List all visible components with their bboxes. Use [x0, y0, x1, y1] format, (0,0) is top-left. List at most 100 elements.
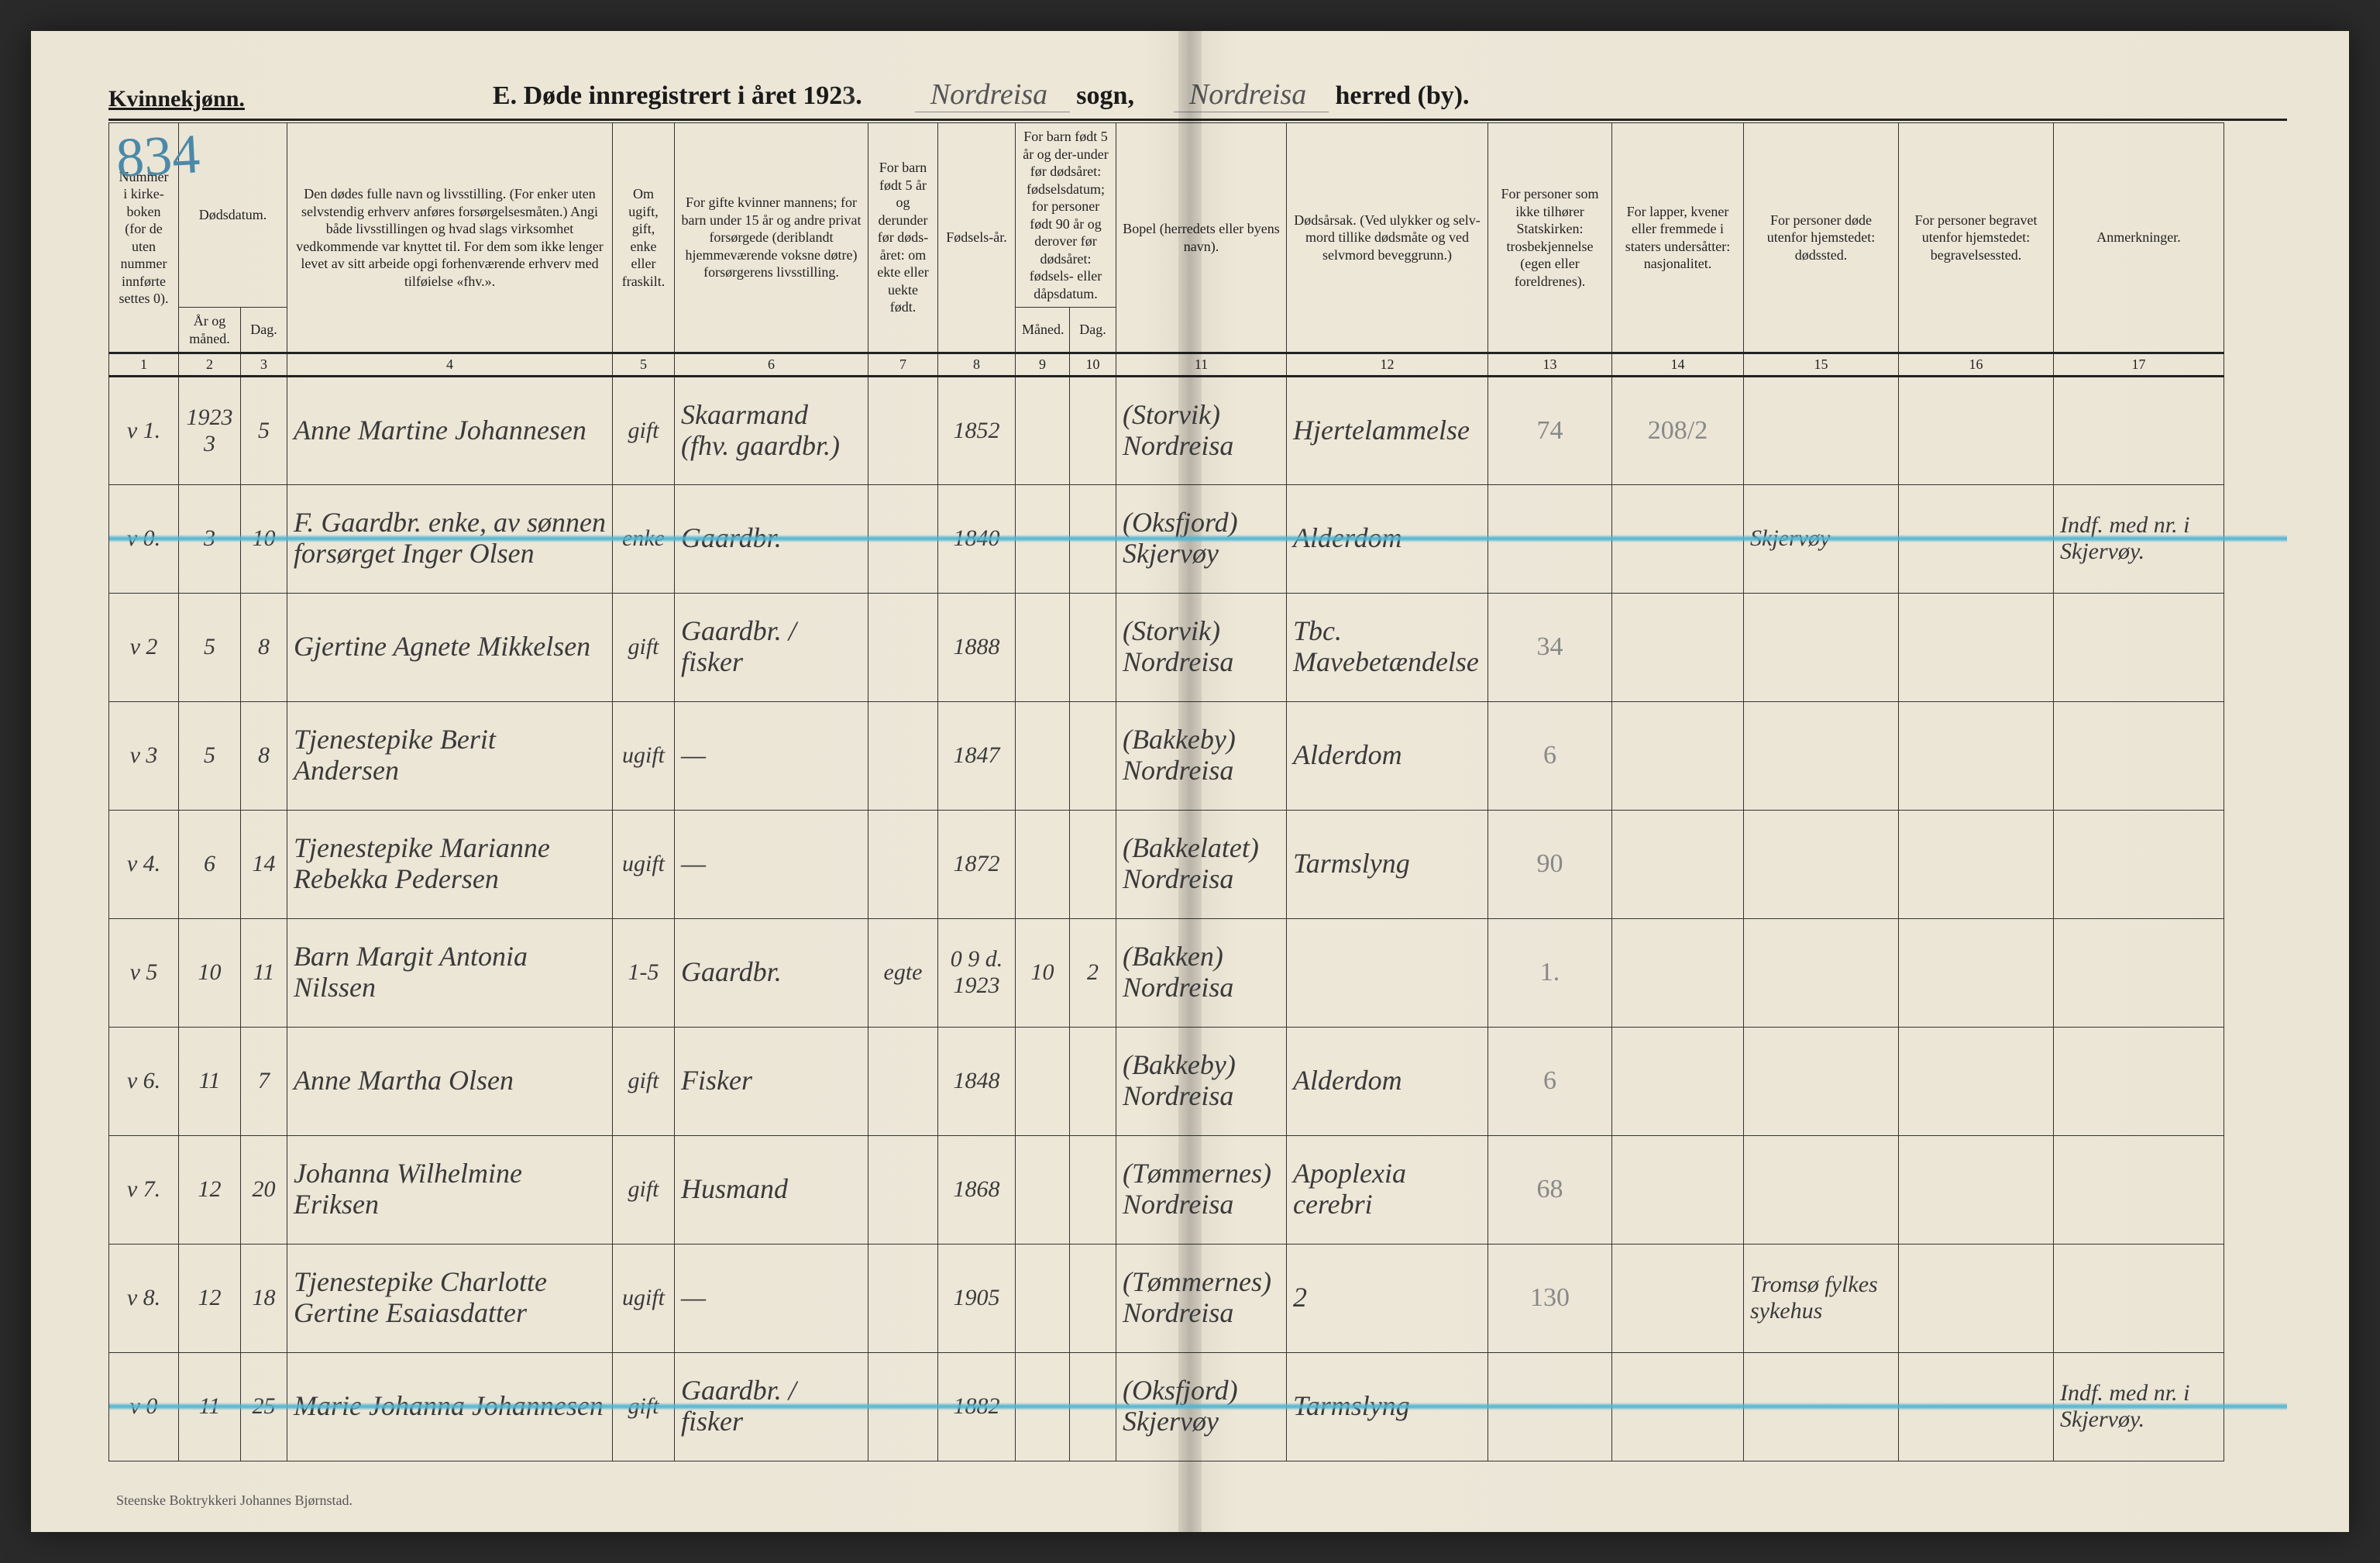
- herred-value: Nordreisa: [1174, 77, 1329, 112]
- colnum: 10: [1070, 353, 1116, 377]
- cell-b-day: [1070, 701, 1116, 810]
- col-13-header: For personer som ikke tilhører Statskirk…: [1488, 123, 1612, 353]
- cell-residence: (Tømmernes) Nordreisa: [1116, 1135, 1287, 1244]
- cell-name: F. Gaardbr. enke, av sønnen forsørget In…: [287, 484, 613, 593]
- cell-c17: [2054, 593, 2224, 701]
- cell-civil: gift: [613, 376, 675, 484]
- cell-c14: [1612, 701, 1744, 810]
- gender-label: Kvinnekjønn.: [108, 86, 245, 112]
- cell-b-month: 10: [1016, 918, 1070, 1027]
- cell-cause: Alderdom: [1287, 1027, 1488, 1135]
- col-5-header: Om ugift, gift, enke eller fraskilt.: [613, 123, 675, 353]
- table-row: v 51011Barn Margit Antonia Nilssen1-5Gaa…: [109, 918, 2287, 1027]
- head-row-1: Nummer i kirke-boken (for de uten nummer…: [109, 123, 2287, 308]
- cell-day: 18: [241, 1244, 287, 1352]
- cell-b-day: [1070, 1244, 1116, 1352]
- col-9-header-top: For barn født 5 år og der-under før døds…: [1016, 123, 1116, 308]
- cell-b-month: [1016, 1135, 1070, 1244]
- cell-row-number: v 5: [109, 918, 179, 1027]
- cell-year-month: 12: [179, 1135, 241, 1244]
- cell-residence: (Bakkeby) Nordreisa: [1116, 701, 1287, 810]
- cell-c16: [1899, 1352, 2054, 1461]
- cell-day: 8: [241, 593, 287, 701]
- col-2b-header: Dag.: [241, 308, 287, 353]
- cell-spouse-occ: Gaardbr. / fisker: [675, 1352, 868, 1461]
- cell-c14: [1612, 810, 1744, 918]
- cell-birth-year: 0 9 d. 1923: [938, 918, 1016, 1027]
- cell-c17: [2054, 1244, 2224, 1352]
- col-16-header: For personer begravet utenfor hjemstedet…: [1899, 123, 2054, 353]
- ledger-table: Nummer i kirke-boken (for de uten nummer…: [108, 122, 2287, 1461]
- cell-c15: [1744, 810, 1899, 918]
- cell-residence: (Storvik) Nordreisa: [1116, 376, 1287, 484]
- col-8-header: Fødsels-år.: [938, 123, 1016, 353]
- cell-ekte: [868, 1244, 938, 1352]
- colnum: 12: [1287, 353, 1488, 377]
- cell-ekte: [868, 376, 938, 484]
- cell-day: 20: [241, 1135, 287, 1244]
- cell-day: 8: [241, 701, 287, 810]
- cell-year-month: 1923 3: [179, 376, 241, 484]
- colnum: 14: [1612, 353, 1744, 377]
- cell-residence: (Bakken) Nordreisa: [1116, 918, 1287, 1027]
- colnum: 6: [675, 353, 868, 377]
- cell-spouse-occ: Gaardbr. / fisker: [675, 593, 868, 701]
- cell-ekte: [868, 484, 938, 593]
- page-title: E. Døde innregistrert i året 1923. Nordr…: [276, 77, 2287, 112]
- cell-cause: [1287, 918, 1488, 1027]
- cell-ekte: [868, 593, 938, 701]
- cell-cause: Tarmslyng: [1287, 810, 1488, 918]
- cell-cause: Apoplexia cerebri: [1287, 1135, 1488, 1244]
- cell-year-month: 3: [179, 484, 241, 593]
- cell-birth-year: 1905: [938, 1244, 1016, 1352]
- cell-residence: (Tømmernes) Nordreisa: [1116, 1244, 1287, 1352]
- cell-spouse-occ: Husmand: [675, 1135, 868, 1244]
- cell-b-day: [1070, 810, 1116, 918]
- cell-c16: [1899, 810, 2054, 918]
- cell-ekte: egte: [868, 918, 938, 1027]
- cell-b-day: [1070, 484, 1116, 593]
- cell-year-month: 5: [179, 593, 241, 701]
- cell-c17: [2054, 376, 2224, 484]
- cell-day: 14: [241, 810, 287, 918]
- cell-c13: 1.: [1488, 918, 1612, 1027]
- cell-spouse-occ: Skaarmand (fhv. gaardbr.): [675, 376, 868, 484]
- cell-residence: (Oksfjord) Skjervøy: [1116, 484, 1287, 593]
- cell-c15: Skjervøy: [1744, 484, 1899, 593]
- cell-row-number: v 0: [109, 1352, 179, 1461]
- table-row: v 1.1923 35Anne Martine JohannesengiftSk…: [109, 376, 2287, 484]
- colnum: 9: [1016, 353, 1070, 377]
- cell-c13: [1488, 484, 1612, 593]
- table-row: v 01125Marie Johanna JohannesengiftGaard…: [109, 1352, 2287, 1461]
- table-body: v 1.1923 35Anne Martine JohannesengiftSk…: [109, 376, 2287, 1461]
- cell-cause: Alderdom: [1287, 701, 1488, 810]
- cell-c13: 74: [1488, 376, 1612, 484]
- colnum: 4: [287, 353, 613, 377]
- cell-b-month: [1016, 1244, 1070, 1352]
- colnum: 7: [868, 353, 938, 377]
- cell-cause: Alderdom: [1287, 484, 1488, 593]
- cell-b-month: [1016, 1352, 1070, 1461]
- cell-day: 5: [241, 376, 287, 484]
- cell-c17: [2054, 810, 2224, 918]
- table-row: v 4.614Tjenestepike Marianne Rebekka Ped…: [109, 810, 2287, 918]
- cell-spouse-occ: —: [675, 810, 868, 918]
- cell-c15: [1744, 918, 1899, 1027]
- cell-day: 11: [241, 918, 287, 1027]
- cell-cause: Tarmslyng: [1287, 1352, 1488, 1461]
- cell-c14: [1612, 1135, 1744, 1244]
- cell-row-number: v 2: [109, 593, 179, 701]
- cell-name: Johanna Wilhelmine Eriksen: [287, 1135, 613, 1244]
- table-head: Nummer i kirke-boken (for de uten nummer…: [109, 123, 2287, 377]
- cell-birth-year: 1868: [938, 1135, 1016, 1244]
- cell-ekte: [868, 1352, 938, 1461]
- cell-b-day: [1070, 376, 1116, 484]
- cell-b-day: [1070, 1135, 1116, 1244]
- cell-residence: (Bakkeby) Nordreisa: [1116, 1027, 1287, 1135]
- cell-civil: ugift: [613, 810, 675, 918]
- cell-residence: (Storvik) Nordreisa: [1116, 593, 1287, 701]
- cell-c14: [1612, 593, 1744, 701]
- col-7-header: For barn født 5 år og derunder før døds-…: [868, 123, 938, 353]
- cell-row-number: v 0.: [109, 484, 179, 593]
- col-4-header: Den dødes fulle navn og livsstilling. (F…: [287, 123, 613, 353]
